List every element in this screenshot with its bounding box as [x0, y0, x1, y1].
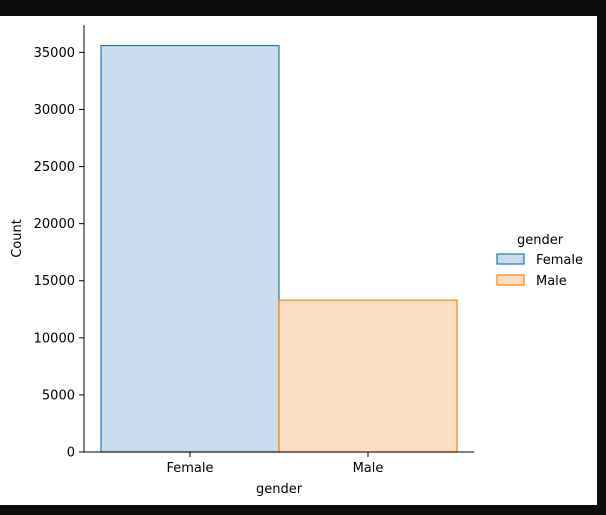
y-axis: 0 5000 10000 15000 20000 25000 30000 35000 — [34, 25, 85, 461]
legend-title: gender — [517, 233, 564, 248]
y-tick-label: 35000 — [34, 46, 75, 61]
y-ticks: 0 5000 10000 15000 20000 25000 30000 35000 — [34, 46, 84, 461]
legend-label-male: Male — [536, 274, 567, 289]
y-axis-label: Count — [10, 219, 25, 258]
y-tick-label: 30000 — [34, 103, 75, 118]
bar-female — [100, 44, 280, 453]
legend-swatch-female — [496, 253, 525, 265]
bar-male — [278, 299, 458, 453]
y-tick-label: 20000 — [34, 217, 75, 232]
bars-group — [100, 44, 458, 453]
y-tick-label: 0 — [67, 446, 75, 461]
x-tick-label-female: Female — [166, 461, 213, 476]
y-tick-label: 5000 — [42, 388, 75, 403]
bar-chart: 0 5000 10000 15000 20000 25000 30000 35000 Fema… — [10, 25, 583, 497]
figure-canvas: 0 5000 10000 15000 20000 25000 30000 35000 Fema… — [0, 16, 597, 505]
y-tick-label: 25000 — [34, 160, 75, 175]
x-axis: Female Male — [84, 451, 474, 476]
legend-items: Female Male — [496, 253, 583, 289]
y-tick-label: 10000 — [34, 331, 75, 346]
legend: gender Female Male — [496, 233, 583, 289]
x-tick-label-male: Male — [353, 461, 384, 476]
y-tick-label: 15000 — [34, 274, 75, 289]
legend-label-female: Female — [536, 253, 583, 268]
x-ticks: Female Male — [166, 452, 383, 476]
x-axis-label: gender — [256, 482, 303, 497]
legend-swatch-male — [496, 274, 525, 286]
